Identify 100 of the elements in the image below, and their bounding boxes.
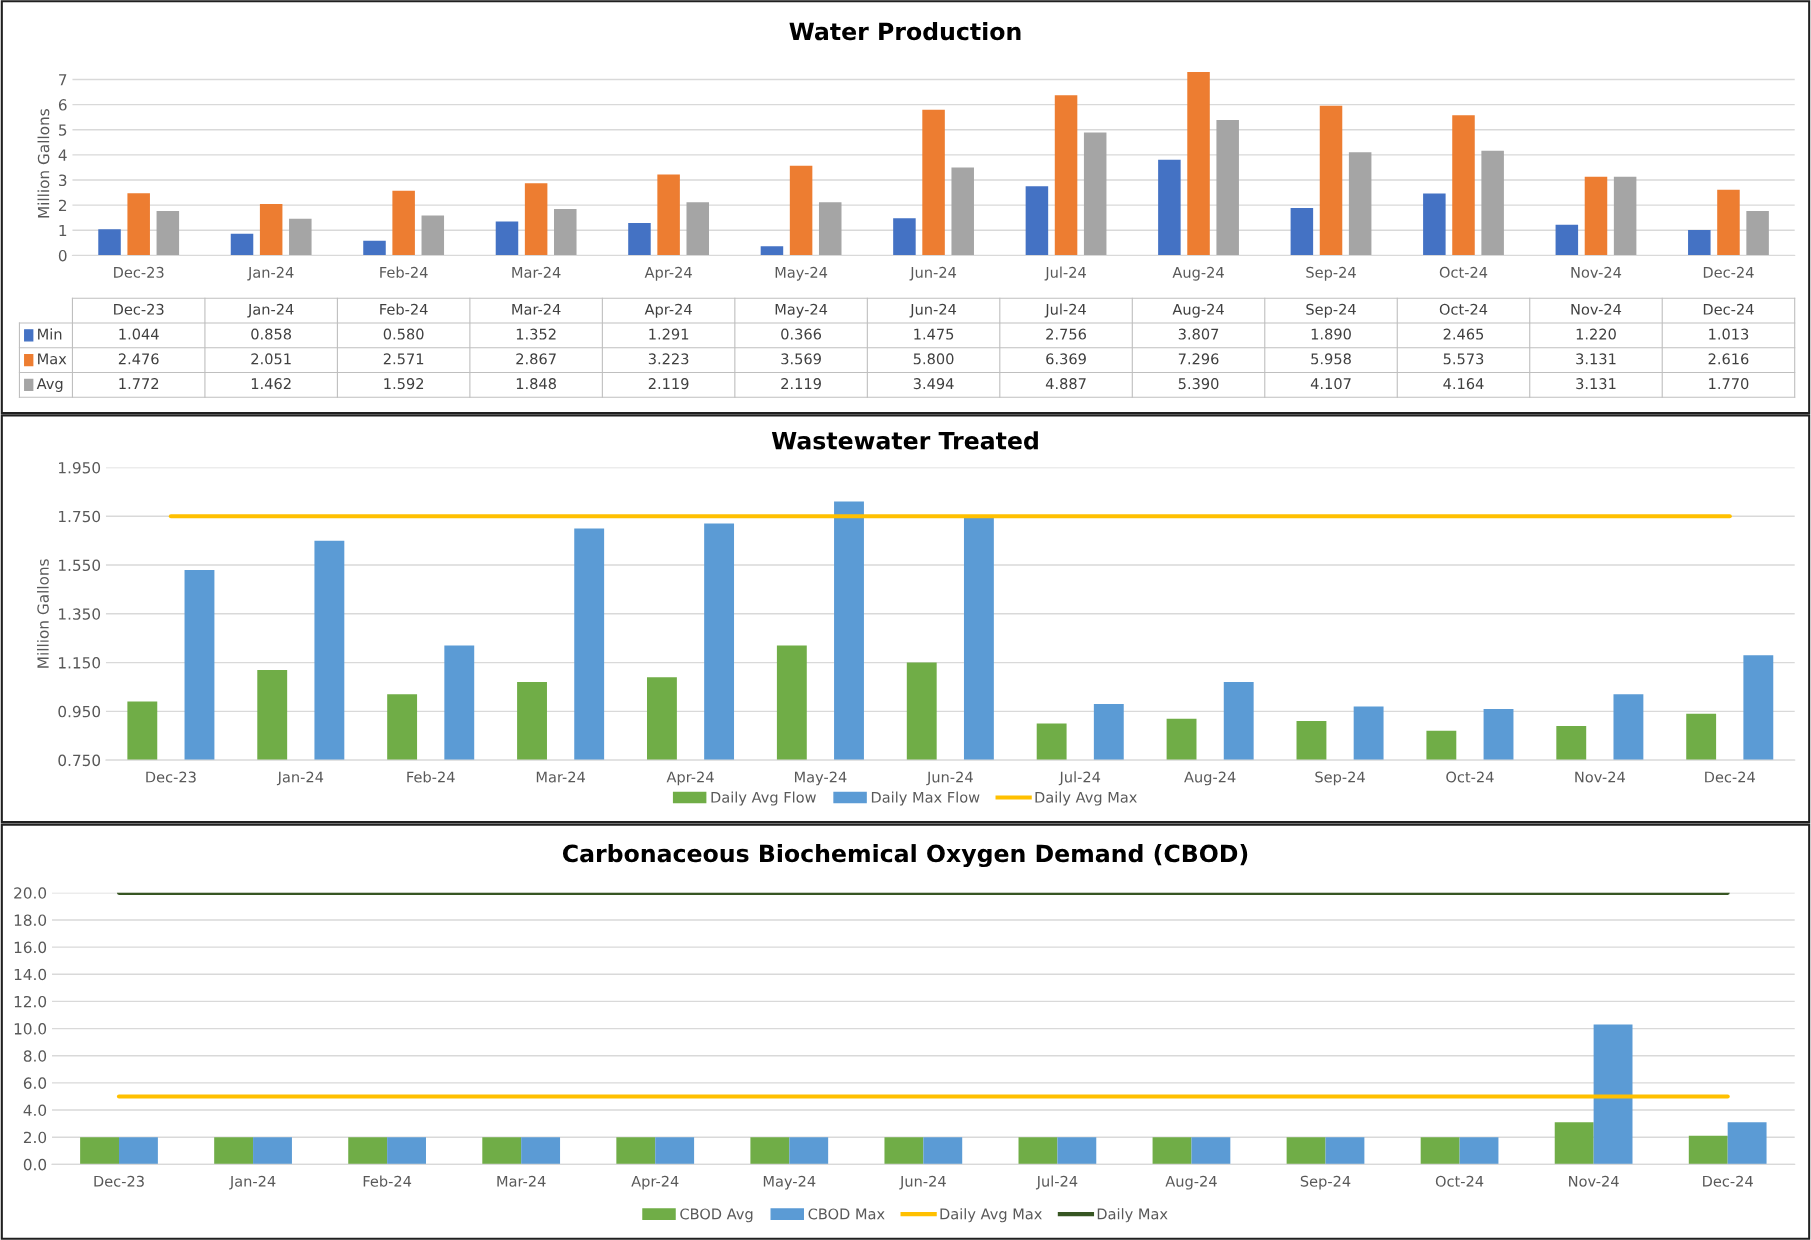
legend-label: Max bbox=[38, 353, 67, 365]
category-label: Mar-24 bbox=[512, 303, 561, 315]
x-tick-label: Nov-24 bbox=[1571, 266, 1622, 278]
data-label: 0.858 bbox=[251, 328, 292, 340]
data-label: 1.352 bbox=[516, 328, 556, 340]
x-tick-label: Dec-24 bbox=[1703, 266, 1754, 278]
y-axis-title: Million Gallons bbox=[37, 109, 50, 218]
y-tick-label: 8.0 bbox=[23, 1050, 47, 1062]
category-label: Nov-24 bbox=[1571, 303, 1622, 315]
bar bbox=[387, 1137, 426, 1165]
data-label: 3.494 bbox=[913, 378, 954, 390]
data-label: 1.770 bbox=[1709, 378, 1749, 390]
x-tick-label: Feb-24 bbox=[380, 266, 428, 278]
x-tick-label: Aug-24 bbox=[1165, 1175, 1217, 1190]
data-label: 2.119 bbox=[781, 378, 821, 390]
legend-label: Daily Avg Flow bbox=[711, 791, 816, 806]
bar bbox=[655, 1137, 695, 1165]
data-label: 1.220 bbox=[1576, 328, 1616, 340]
bar bbox=[1216, 119, 1239, 256]
y-tick-label: 10.0 bbox=[14, 1023, 47, 1035]
bar bbox=[554, 208, 577, 256]
category-label: Jun-24 bbox=[909, 303, 957, 318]
data-label: 1.291 bbox=[649, 328, 689, 340]
data-label: 5.800 bbox=[913, 353, 954, 365]
bar bbox=[230, 233, 254, 256]
y-tick-label: 0.950 bbox=[58, 705, 101, 718]
bar bbox=[951, 167, 974, 256]
data-label: 2.616 bbox=[1708, 353, 1749, 365]
legend-label: CBOD Max bbox=[808, 1208, 885, 1220]
bar bbox=[628, 222, 651, 256]
x-tick-label: Apr-24 bbox=[666, 771, 714, 786]
bar bbox=[1191, 1137, 1231, 1165]
legend-label: Daily Max bbox=[1097, 1208, 1168, 1223]
bar bbox=[616, 1137, 656, 1165]
y-tick-label: 18.0 bbox=[14, 914, 47, 926]
bar bbox=[1348, 152, 1372, 256]
data-label: 0.580 bbox=[383, 328, 424, 340]
bar bbox=[884, 1137, 924, 1165]
data-label: 7.296 bbox=[1178, 353, 1219, 365]
x-tick-label: Dec-24 bbox=[1703, 1175, 1753, 1187]
category-label: Jan-24 bbox=[247, 303, 294, 318]
category-label: Jul-24 bbox=[1044, 303, 1086, 318]
bar bbox=[1054, 95, 1078, 256]
x-tick-label: Jul-24 bbox=[1058, 771, 1101, 786]
bar bbox=[1481, 150, 1504, 256]
chart-title: Water Production bbox=[789, 22, 1021, 41]
data-label: 2.571 bbox=[383, 353, 424, 365]
bar bbox=[156, 210, 180, 256]
x-tick-label: Mar-24 bbox=[536, 771, 585, 783]
bar bbox=[98, 229, 121, 256]
bar bbox=[1152, 1137, 1192, 1165]
x-tick-label: Aug-24 bbox=[1184, 771, 1236, 786]
legend-label: Daily Max Flow bbox=[871, 791, 980, 806]
bar bbox=[1319, 105, 1343, 256]
category-label: Dec-24 bbox=[1703, 303, 1754, 315]
y-tick-label: 6 bbox=[58, 99, 67, 111]
bar bbox=[789, 165, 813, 256]
bar bbox=[1083, 132, 1107, 256]
bar bbox=[482, 1137, 522, 1165]
bar bbox=[1325, 1137, 1365, 1165]
bar bbox=[1057, 1137, 1097, 1165]
y-tick-label: 5 bbox=[59, 124, 67, 136]
x-tick-label: Mar-24 bbox=[497, 1175, 546, 1187]
x-tick-label: Apr-24 bbox=[644, 266, 692, 281]
x-tick-label: Jul-24 bbox=[1035, 1175, 1078, 1190]
x-tick-label: Aug-24 bbox=[1172, 266, 1224, 281]
x-tick-label: May-24 bbox=[775, 266, 828, 281]
bar bbox=[524, 183, 548, 256]
legend-label: CBOD Avg bbox=[680, 1208, 753, 1223]
bar bbox=[1423, 193, 1446, 256]
bar bbox=[789, 1137, 829, 1165]
data-label: 1.462 bbox=[251, 378, 291, 390]
data-label: 3.131 bbox=[1576, 353, 1616, 365]
data-label: 2.756 bbox=[1046, 328, 1087, 340]
x-tick-label: Jun-24 bbox=[926, 771, 973, 786]
bar bbox=[657, 174, 680, 256]
bar bbox=[1290, 207, 1314, 256]
y-tick-label: 0 bbox=[58, 249, 67, 262]
chart-title: Carbonaceous Biochemical Oxygen Demand (CBOD) bbox=[562, 844, 1248, 868]
x-tick-label: Sep-24 bbox=[1306, 266, 1356, 281]
y-tick-label: 14.0 bbox=[14, 968, 47, 981]
category-label: Oct-24 bbox=[1439, 303, 1488, 315]
bar bbox=[521, 1137, 561, 1165]
legend-label: Avg bbox=[36, 378, 63, 392]
y-tick-label: 1.950 bbox=[59, 461, 101, 474]
y-tick-label: 1 bbox=[59, 224, 67, 237]
y-tick-label: 1.150 bbox=[59, 657, 101, 669]
bar bbox=[750, 1137, 790, 1165]
bar bbox=[392, 190, 415, 256]
bar bbox=[214, 1137, 254, 1165]
x-tick-label: Apr-24 bbox=[631, 1175, 679, 1190]
y-tick-label: 0.0 bbox=[23, 1158, 47, 1171]
bar bbox=[893, 218, 916, 256]
bar bbox=[253, 1137, 292, 1165]
y-tick-label: 12.0 bbox=[14, 995, 47, 1008]
x-tick-label: May-24 bbox=[763, 1175, 816, 1190]
x-tick-label: Nov-24 bbox=[1575, 771, 1625, 783]
data-label: 0.366 bbox=[781, 328, 822, 340]
y-tick-label: 6.0 bbox=[23, 1077, 47, 1089]
x-tick-label: Sep-24 bbox=[1315, 771, 1365, 786]
